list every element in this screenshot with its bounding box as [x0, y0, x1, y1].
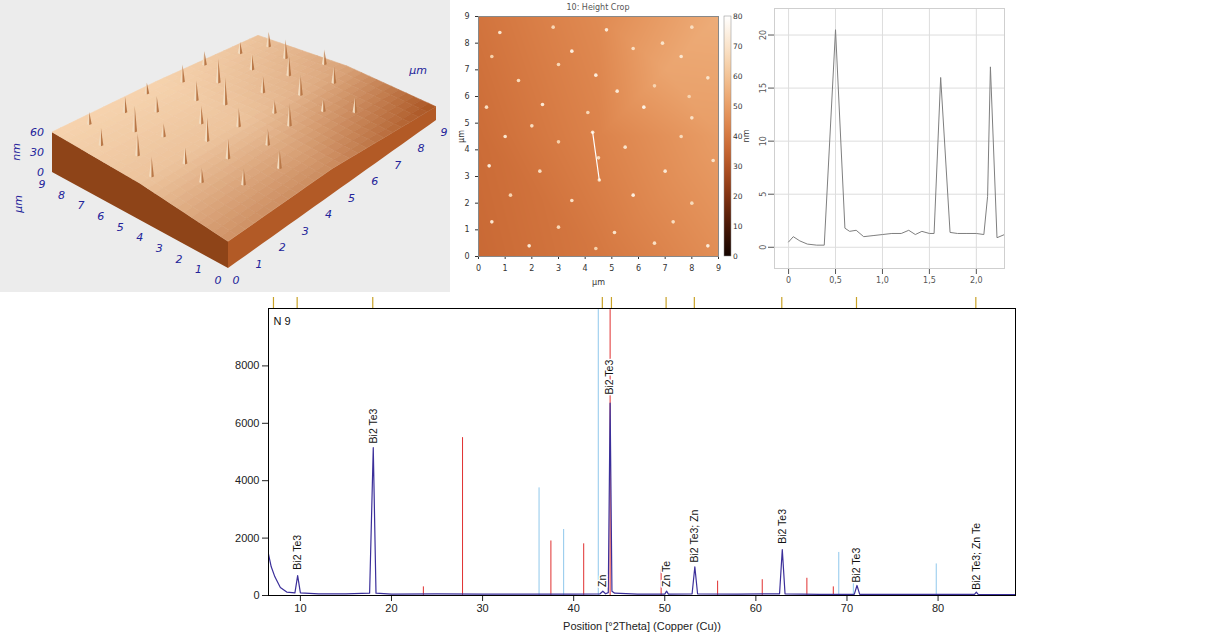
svg-text:9: 9: [716, 264, 721, 273]
svg-text:60: 60: [30, 126, 44, 139]
svg-text:2: 2: [279, 241, 286, 254]
svg-text:0: 0: [476, 264, 481, 273]
svg-text:µm: µm: [592, 278, 605, 287]
svg-text:6: 6: [636, 264, 641, 273]
svg-text:2000: 2000: [235, 532, 259, 544]
svg-text:µm: µm: [12, 195, 25, 214]
svg-text:2: 2: [464, 199, 469, 208]
svg-text:8000: 8000: [235, 359, 259, 371]
svg-text:6: 6: [464, 92, 469, 101]
svg-text:7: 7: [663, 264, 668, 273]
svg-text:0: 0: [233, 274, 240, 287]
svg-text:0,5: 0,5: [829, 276, 842, 285]
svg-text:0: 0: [464, 252, 469, 261]
svg-text:4: 4: [325, 208, 332, 221]
svg-text:0: 0: [786, 276, 791, 285]
svg-text:20: 20: [733, 192, 743, 201]
svg-text:5: 5: [348, 192, 355, 205]
svg-text:5: 5: [464, 119, 469, 128]
svg-text:4: 4: [464, 145, 469, 154]
svg-text:30: 30: [476, 602, 488, 614]
svg-text:5: 5: [759, 192, 768, 197]
svg-text:50: 50: [659, 602, 671, 614]
svg-text:10: 10: [294, 602, 306, 614]
svg-text:30: 30: [733, 162, 743, 171]
svg-text:9: 9: [464, 12, 469, 21]
svg-text:3: 3: [556, 264, 561, 273]
svg-text:Zn Te: Zn Te: [660, 561, 672, 587]
svg-text:40: 40: [568, 602, 580, 614]
svg-text:10: 10: [759, 136, 768, 146]
svg-text:4: 4: [136, 231, 143, 244]
svg-text:40: 40: [733, 132, 743, 141]
svg-text:8: 8: [464, 39, 469, 48]
svg-text:1: 1: [464, 225, 469, 234]
svg-text:0: 0: [37, 166, 44, 179]
svg-text:2,0: 2,0: [970, 276, 983, 285]
svg-text:µm: µm: [457, 130, 466, 143]
svg-text:7: 7: [394, 159, 401, 172]
svg-text:5: 5: [609, 264, 614, 273]
svg-text:1,5: 1,5: [923, 276, 936, 285]
svg-text:0: 0: [759, 245, 768, 250]
svg-text:6: 6: [97, 210, 104, 223]
svg-text:µm: µm: [408, 64, 427, 77]
svg-text:80: 80: [733, 12, 743, 21]
svg-text:50: 50: [733, 102, 743, 111]
svg-text:3: 3: [464, 172, 469, 181]
svg-text:20: 20: [385, 602, 397, 614]
svg-text:Bi2 Te3: Bi2 Te3: [603, 360, 615, 395]
svg-text:4000: 4000: [235, 474, 259, 486]
svg-text:Zn: Zn: [596, 574, 608, 586]
svg-text:30: 30: [30, 146, 44, 159]
svg-text:Bi2 Te3: Bi2 Te3: [850, 548, 862, 583]
svg-text:6000: 6000: [235, 417, 259, 429]
svg-text:10: 10: [733, 222, 743, 231]
svg-text:nm: nm: [10, 143, 23, 161]
svg-text:80: 80: [932, 602, 944, 614]
svg-text:4: 4: [583, 264, 588, 273]
svg-text:15: 15: [759, 83, 768, 93]
svg-text:2: 2: [529, 264, 534, 273]
svg-text:70: 70: [733, 42, 743, 51]
svg-text:1: 1: [503, 264, 508, 273]
svg-text:0: 0: [215, 274, 222, 287]
svg-text:0: 0: [733, 252, 738, 261]
svg-text:9: 9: [39, 178, 46, 191]
svg-text:1,0: 1,0: [876, 276, 889, 285]
svg-text:0: 0: [253, 589, 259, 601]
svg-text:60: 60: [750, 602, 762, 614]
svg-text:Position [°2Theta] (Copper (Cu: Position [°2Theta] (Copper (Cu)): [563, 620, 721, 632]
svg-text:1: 1: [195, 263, 202, 276]
svg-text:Bi2 Te3: Bi2 Te3: [776, 509, 788, 544]
svg-text:Bi2 Te3; Zn Te: Bi2 Te3; Zn Te: [970, 523, 982, 590]
svg-text:5: 5: [117, 221, 124, 234]
svg-text:N 9: N 9: [274, 315, 291, 327]
svg-text:1: 1: [256, 258, 263, 271]
svg-text:3: 3: [302, 225, 309, 238]
svg-text:Bi2 Te3: Bi2 Te3: [367, 408, 379, 443]
svg-text:Bi2 Te3: Bi2 Te3: [291, 535, 303, 570]
svg-text:20: 20: [759, 30, 768, 40]
svg-text:7: 7: [78, 199, 85, 212]
svg-text:8: 8: [689, 264, 694, 273]
svg-text:3: 3: [156, 242, 163, 255]
svg-text:9: 9: [441, 126, 448, 139]
svg-text:70: 70: [841, 602, 853, 614]
svg-text:7: 7: [464, 65, 469, 74]
svg-text:2: 2: [175, 253, 182, 266]
svg-text:6: 6: [371, 175, 378, 188]
html-text:10: Height Crop: 10: Height Crop: [566, 3, 630, 12]
svg-text:60: 60: [733, 72, 743, 81]
svg-text:Bi2 Te3; Zn: Bi2 Te3; Zn: [688, 509, 700, 562]
svg-text:8: 8: [417, 142, 424, 155]
svg-text:nm: nm: [742, 129, 751, 142]
svg-text:8: 8: [58, 189, 65, 202]
